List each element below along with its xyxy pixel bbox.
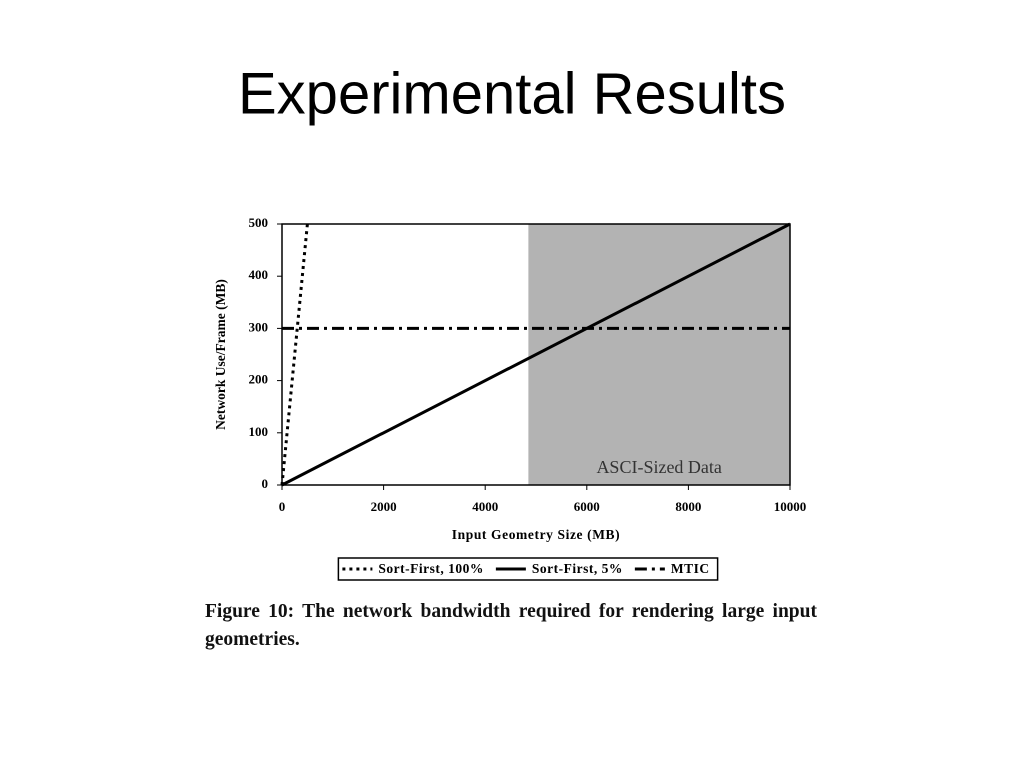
legend-label: MTIC: [671, 561, 710, 576]
legend: Sort-First, 100% Sort-First, 5% MTIC: [337, 557, 719, 581]
y-tick-label: 0: [262, 476, 269, 491]
x-tick-label: 2000: [371, 499, 397, 514]
series-line: [280, 223, 309, 486]
slide-title: Experimental Results: [238, 61, 786, 126]
caption: Figure 10: The network bandwidth require…: [205, 601, 817, 650]
series-line: [281, 222, 791, 487]
y-tick-label: 200: [249, 372, 269, 387]
y-tick-label: 100: [249, 424, 269, 439]
x-tick-label: 10000: [774, 499, 807, 514]
y-tick-label: 400: [249, 267, 269, 282]
x-tick-label: 8000: [675, 499, 701, 514]
shaded-region: [528, 224, 790, 485]
legend-box: [337, 557, 719, 581]
x-tick-label: 6000: [574, 499, 600, 514]
x-tick-label: 4000: [472, 499, 498, 514]
y-tick-label: 300: [249, 319, 269, 334]
x-tick-label: 0: [279, 499, 286, 514]
x-axis-label: Input Geometry Size (MB): [452, 527, 621, 542]
y-axis-label: Network Use/Frame (MB): [213, 279, 228, 430]
region-label: ASCI-Sized Data: [596, 457, 721, 477]
y-tick-label: 500: [249, 215, 269, 230]
plot-frame: [281, 223, 791, 486]
legend-label: Sort-First, 5%: [532, 561, 623, 576]
legend-label: Sort-First, 100%: [378, 561, 483, 576]
